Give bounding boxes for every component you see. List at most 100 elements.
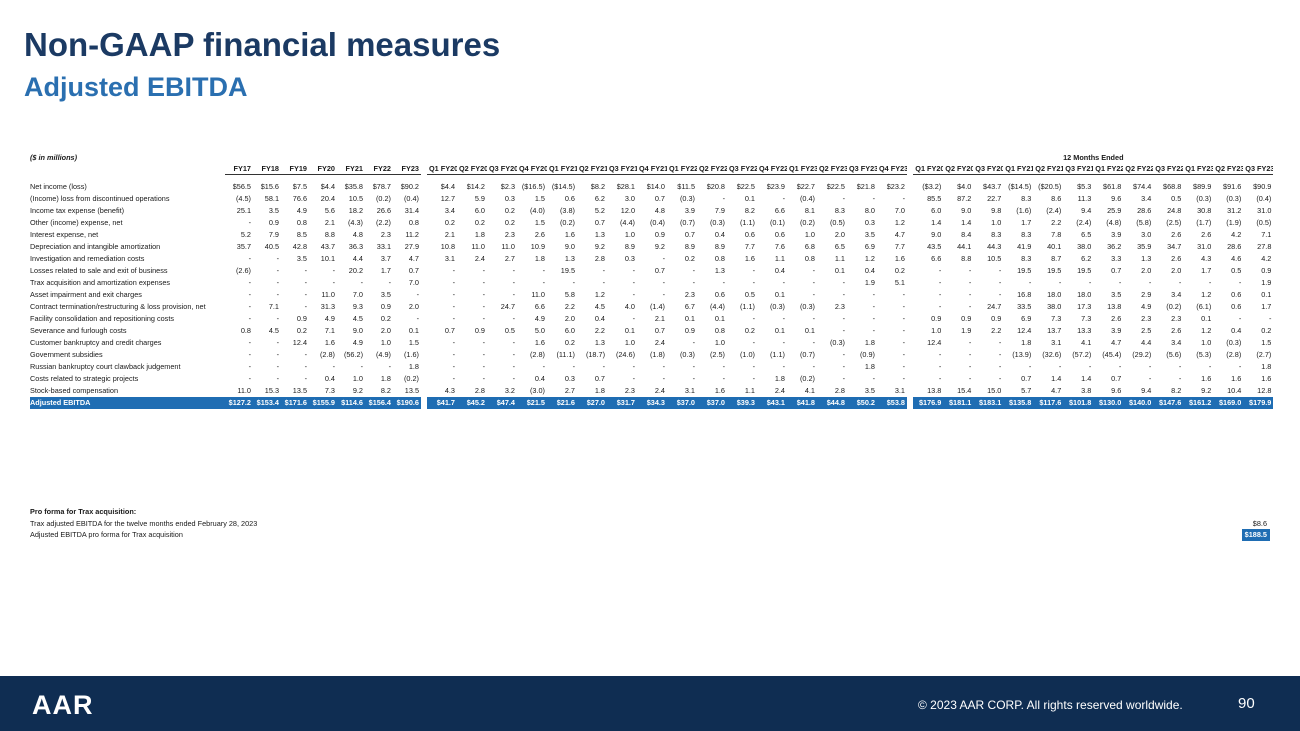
cell: 1.4 bbox=[961, 218, 972, 227]
cell: 4.9 bbox=[324, 314, 335, 323]
column-header: FY18 bbox=[253, 163, 281, 175]
cell: 0.9 bbox=[268, 218, 279, 227]
cell: 8.5 bbox=[296, 230, 307, 239]
cell: - bbox=[542, 266, 545, 275]
cell: 8.2 bbox=[380, 386, 391, 395]
cell: - bbox=[842, 194, 845, 203]
cell: 4.9 bbox=[352, 338, 363, 347]
cell: 0.7 bbox=[654, 266, 665, 275]
cell: 33.1 bbox=[376, 242, 391, 251]
cell: 13.7 bbox=[1047, 326, 1062, 335]
cell: (29.2) bbox=[1132, 350, 1152, 359]
cell: $56.5 bbox=[232, 182, 251, 191]
cell: - bbox=[248, 302, 251, 311]
cell: 1.6 bbox=[1201, 374, 1212, 383]
cell: $2.3 bbox=[500, 182, 515, 191]
column-header: Q4 FY21 bbox=[637, 163, 667, 175]
cell: 4.1 bbox=[1081, 338, 1092, 347]
cell: 1.7 bbox=[380, 266, 391, 275]
cell: - bbox=[968, 290, 972, 299]
cell: - bbox=[452, 302, 455, 311]
cell: 2.7 bbox=[564, 386, 575, 395]
cell: 3.1 bbox=[444, 254, 455, 263]
cell: - bbox=[452, 314, 455, 323]
cell: 43.5 bbox=[927, 242, 942, 251]
cell: (0.2) bbox=[799, 374, 815, 383]
cell: 27.9 bbox=[404, 242, 419, 251]
cell: 19.5 bbox=[560, 266, 575, 275]
cell: 2.0 bbox=[408, 302, 419, 311]
cell: 0.8 bbox=[240, 326, 251, 335]
cell: - bbox=[304, 302, 307, 311]
cell: 0.8 bbox=[408, 218, 419, 227]
cell: 2.6 bbox=[1201, 230, 1212, 239]
cell: - bbox=[842, 362, 845, 371]
cell: - bbox=[782, 278, 785, 287]
cell: 2.7 bbox=[504, 254, 515, 263]
cell: $27.0 bbox=[577, 397, 607, 409]
cell: 19.5 bbox=[1047, 266, 1062, 275]
cell: 9.2 bbox=[1201, 386, 1212, 395]
cell: - bbox=[752, 374, 755, 383]
cell: - bbox=[1148, 278, 1152, 287]
cell: (18.7) bbox=[585, 350, 605, 359]
cell: 18.0 bbox=[1077, 290, 1092, 299]
cell: (0.4) bbox=[1256, 194, 1272, 203]
cell: 3.0 bbox=[624, 194, 635, 203]
cell: 1.5 bbox=[408, 338, 419, 347]
cell: - bbox=[512, 290, 515, 299]
cell: - bbox=[752, 362, 755, 371]
cell: - bbox=[482, 362, 485, 371]
cell: 1.6 bbox=[1261, 374, 1272, 383]
cell: 0.8 bbox=[804, 254, 815, 263]
cell: 2.3 bbox=[684, 290, 695, 299]
title: Non-GAAP financial measures bbox=[24, 26, 501, 63]
spacer bbox=[907, 397, 914, 409]
cell: - bbox=[752, 278, 755, 287]
row-label: Costs related to strategic projects bbox=[30, 374, 139, 383]
cell: 4.5 bbox=[268, 326, 279, 335]
cell: - bbox=[304, 266, 307, 275]
cell: (3.0) bbox=[529, 386, 545, 395]
cell: - bbox=[842, 314, 845, 323]
column-header: Q2 FY20 bbox=[943, 163, 974, 175]
cell: 11.0 bbox=[321, 290, 335, 299]
cell: (1.8) bbox=[649, 350, 665, 359]
cell: 4.8 bbox=[352, 230, 363, 239]
cell: 12.4 bbox=[292, 338, 307, 347]
cell: 38.0 bbox=[1047, 302, 1062, 311]
cell: - bbox=[692, 278, 695, 287]
cell: $114.6 bbox=[337, 397, 365, 409]
pro-forma: Pro forma for Trax acquisition: Trax adju… bbox=[30, 506, 1270, 541]
cell: 0.1 bbox=[408, 326, 419, 335]
cell: 6.6 bbox=[534, 302, 545, 311]
column-header: Q3 FY23 bbox=[847, 163, 877, 175]
cell: - bbox=[968, 350, 972, 359]
cell: (0.3) bbox=[1196, 194, 1212, 203]
cell: 26.6 bbox=[376, 206, 391, 215]
cell: 4.6 bbox=[1231, 254, 1242, 263]
column-header: Q1 FY22 bbox=[667, 163, 697, 175]
cell: 4.5 bbox=[352, 314, 363, 323]
cell: 3.9 bbox=[684, 206, 695, 215]
cell: (32.6) bbox=[1042, 350, 1062, 359]
cell: (0.3) bbox=[679, 350, 695, 359]
cell: - bbox=[998, 362, 1002, 371]
cell: 3.1 bbox=[894, 386, 905, 395]
cell: 0.6 bbox=[744, 230, 755, 239]
cell: 11.0 bbox=[471, 242, 485, 251]
copyright: © 2023 AAR CORP. All rights reserved wor… bbox=[918, 698, 1183, 712]
cell: $127.2 bbox=[225, 397, 253, 409]
cell: 2.3 bbox=[624, 386, 635, 395]
cell: 8.3 bbox=[834, 206, 845, 215]
cell: 0.5 bbox=[1231, 266, 1242, 275]
cell: (2.4) bbox=[1046, 206, 1062, 215]
cell: 4.7 bbox=[894, 230, 905, 239]
cell: 27.8 bbox=[1257, 242, 1272, 251]
cell: 40.5 bbox=[264, 242, 279, 251]
cell: 1.0 bbox=[380, 338, 391, 347]
cell: - bbox=[276, 374, 279, 383]
row-label: Other (income) expense, net bbox=[30, 218, 123, 227]
cell: 3.5 bbox=[1111, 290, 1122, 299]
cell: - bbox=[248, 254, 251, 263]
